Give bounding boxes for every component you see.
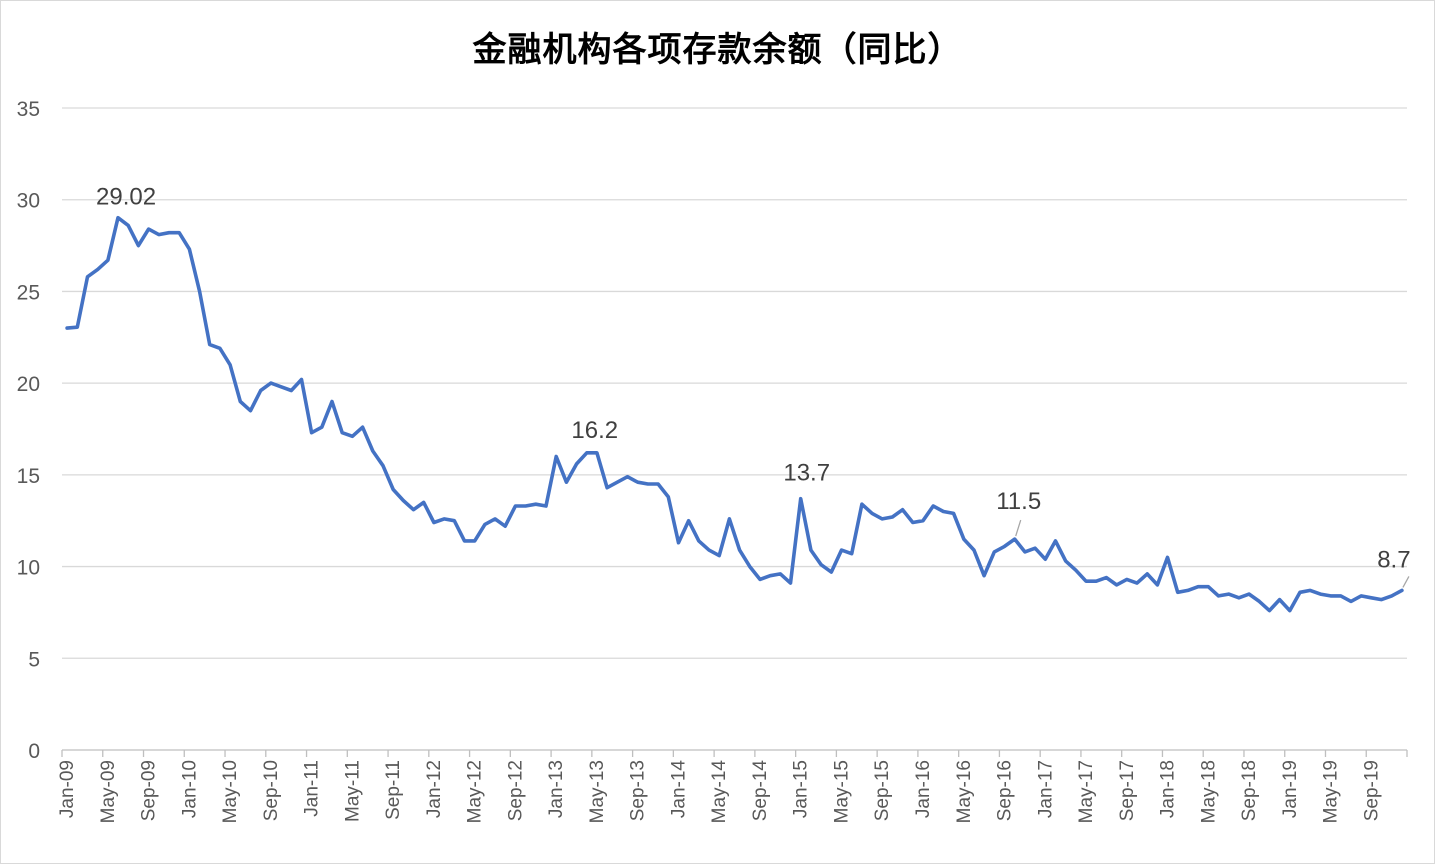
y-tick-label: 0 [28, 740, 40, 763]
series-layer [65, 215, 1404, 613]
x-tick-label: Sep-15 [872, 760, 893, 821]
y-tick-label: 30 [17, 190, 40, 213]
x-tick-label: May-15 [831, 760, 852, 823]
x-tick-label: Sep-12 [505, 760, 526, 821]
x-tick-label: Sep-16 [995, 760, 1016, 821]
x-tick-label: Jan-15 [791, 760, 812, 818]
data-labels: 29.02 16.2 13.7 11.5 8.7 [96, 184, 1411, 588]
x-tick-label: May-14 [709, 760, 730, 824]
x-tick-label: May-19 [1321, 760, 1342, 823]
x-tick-label: May-09 [98, 760, 119, 823]
x-tick-label: Sep-09 [139, 760, 160, 821]
x-tick-label: May-17 [1076, 760, 1097, 823]
x-tick-label: May-12 [465, 760, 486, 823]
x-tick-label: Jan-14 [668, 760, 689, 819]
x-tick-label: Jan-09 [57, 760, 78, 818]
data-label: 13.7 [783, 460, 830, 487]
y-axis-ticks: 0 5 10 15 20 25 30 35 [17, 98, 40, 763]
y-tick-label: 10 [17, 557, 40, 580]
x-tick-label: Sep-14 [750, 760, 771, 822]
leader-line [1015, 519, 1022, 537]
x-tick-label: Jan-10 [179, 760, 200, 818]
x-tick-label: Jan-19 [1280, 760, 1301, 818]
data-label: 11.5 [996, 488, 1041, 515]
x-axis [61, 749, 1408, 757]
x-tick-label: May-18 [1198, 760, 1219, 823]
y-tick-label: 20 [17, 373, 40, 396]
x-axis-ticks: Jan-09 May-09 Sep-09 Jan-10 May-10 Sep-10 Jan-… [57, 760, 1382, 824]
series-line [65, 215, 1404, 613]
x-tick-label: Jan-12 [424, 760, 445, 818]
x-tick-label: May-13 [587, 760, 608, 823]
x-tick-label: Jan-11 [302, 760, 323, 817]
x-tick-label: Sep-18 [1239, 760, 1260, 821]
x-tick-label: Jan-16 [913, 760, 934, 818]
x-tick-label: Sep-11 [383, 760, 404, 820]
x-tick-label: Sep-17 [1117, 760, 1138, 821]
y-tick-label: 35 [17, 98, 40, 121]
chart-title: 金融机构各项存款余额（同比） [472, 30, 963, 70]
x-tick-label: May-11 [342, 760, 363, 822]
data-label: 29.02 [96, 184, 156, 211]
x-tick-label: Jan-17 [1035, 760, 1056, 818]
gridlines [62, 107, 1407, 659]
x-tick-label: May-10 [220, 760, 241, 823]
leader-line [1402, 576, 1410, 588]
x-tick-label: May-16 [954, 760, 975, 823]
y-tick-label: 15 [17, 465, 40, 488]
x-tick-label: Jan-13 [546, 760, 567, 818]
x-tick-label: Sep-10 [261, 760, 282, 821]
y-tick-label: 25 [17, 281, 40, 304]
data-label: 8.7 [1377, 546, 1410, 573]
x-tick-label: Sep-19 [1361, 760, 1382, 821]
x-tick-label: Jan-18 [1158, 760, 1179, 818]
data-label: 16.2 [571, 417, 618, 444]
x-tick-label: Sep-13 [628, 760, 649, 821]
y-tick-label: 5 [28, 648, 40, 671]
